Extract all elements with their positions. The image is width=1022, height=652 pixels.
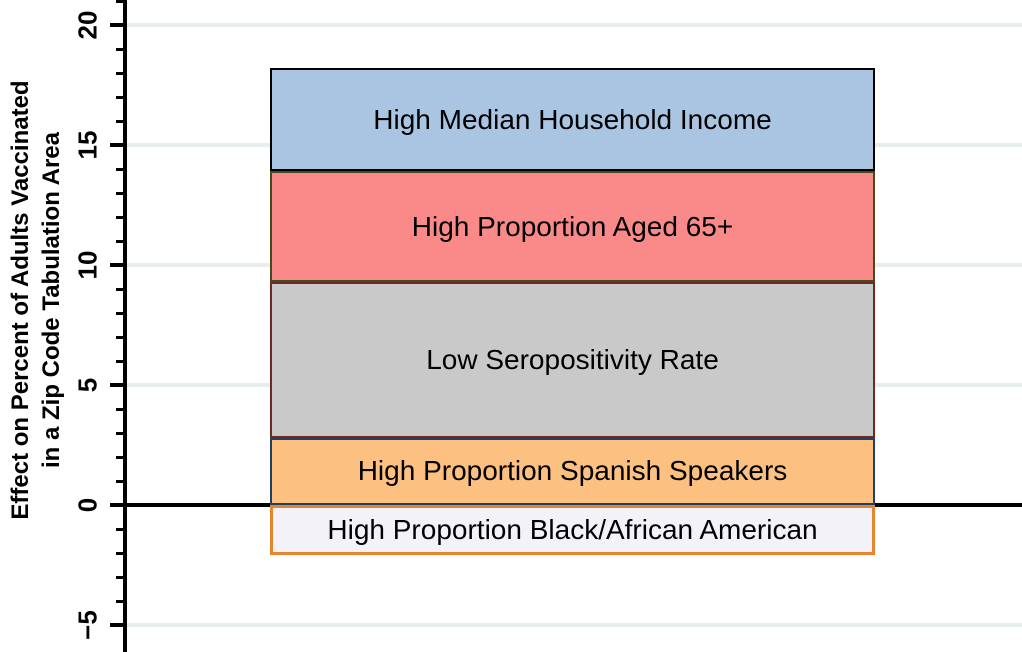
bar-segment-label: High Proportion Spanish Speakers — [357, 455, 788, 487]
y-axis-line — [123, 0, 127, 652]
y-minor-tick-8 — [116, 312, 127, 315]
y-minor-tick--3 — [116, 576, 127, 579]
y-minor-tick-3 — [116, 432, 127, 435]
y-axis-title-line-1: Effect on Percent of Adults Vaccinated — [7, 80, 34, 520]
bar-segment-5: High Proportion Black/African American — [270, 505, 875, 556]
y-tick-label-−5: −5 — [72, 610, 103, 640]
y-major-tick-15 — [110, 143, 127, 147]
bar-segment-label: High Proportion Aged 65+ — [411, 210, 734, 242]
y-tick-label-5: 5 — [72, 377, 103, 393]
y-minor-tick-14 — [116, 168, 127, 171]
y-major-tick-20 — [110, 23, 127, 27]
y-major-tick-−5 — [110, 623, 127, 627]
bar-segment-2: High Proportion Aged 65+ — [270, 171, 875, 282]
y-minor-tick-13 — [116, 192, 127, 195]
bar-segment-4: High Proportion Spanish Speakers — [270, 437, 875, 505]
y-minor-tick--2 — [116, 552, 127, 555]
y-tick-label-0: 0 — [72, 497, 103, 513]
y-minor-tick-7 — [116, 336, 127, 339]
y-minor-tick-18 — [116, 72, 127, 75]
y-minor-tick-2 — [116, 456, 127, 459]
y-minor-tick-6 — [116, 360, 127, 363]
y-minor-tick-21 — [116, 0, 127, 3]
y-minor-tick-12 — [116, 216, 127, 219]
gridline-−5 — [127, 623, 1022, 627]
bar-segment-label: High Median Household Income — [373, 103, 772, 135]
y-major-tick-5 — [110, 383, 127, 387]
bar-segment-3: Low Seropositivity Rate — [270, 281, 875, 438]
y-tick-label-15: 15 — [72, 130, 103, 160]
y-axis-title-line-2: in a Zip Code Tabulation Area — [38, 131, 65, 469]
y-minor-tick-11 — [116, 240, 127, 243]
y-axis-title: Effect on Percent of Adults Vaccinated i… — [5, 80, 67, 519]
bar-segment-label: High Proportion Black/African American — [327, 514, 818, 546]
y-minor-tick--4 — [116, 600, 127, 603]
y-minor-tick-9 — [116, 288, 127, 291]
y-minor-tick-17 — [116, 96, 127, 99]
y-tick-label-10: 10 — [72, 250, 103, 280]
y-major-tick-10 — [110, 263, 127, 267]
y-tick-label-20: 20 — [72, 10, 103, 40]
y-minor-tick--1 — [116, 528, 127, 531]
bar-segment-1: High Median Household Income — [270, 68, 875, 172]
y-minor-tick-4 — [116, 408, 127, 411]
y-minor-tick-19 — [116, 48, 127, 51]
bar-segment-label: Low Seropositivity Rate — [426, 343, 719, 375]
y-minor-tick-16 — [116, 120, 127, 123]
gridline-20 — [127, 23, 1022, 27]
y-major-tick-0 — [110, 503, 127, 507]
y-minor-tick-1 — [116, 480, 127, 483]
